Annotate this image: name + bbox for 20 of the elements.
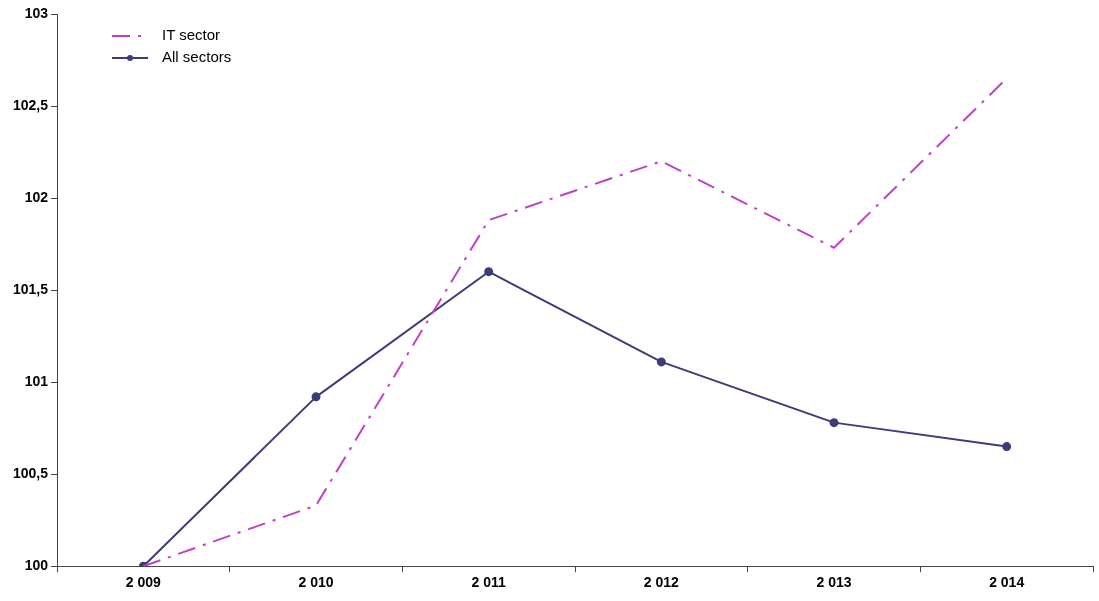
point — [311, 392, 321, 402]
y-tick-label: 101,5 — [12, 280, 49, 297]
x-tick-label: 2 012 — [643, 574, 680, 591]
legend-label: IT sector — [162, 26, 221, 44]
y-tick-label: 102 — [24, 188, 49, 205]
y-tick-label: 100,5 — [12, 465, 49, 482]
y-tick-label: 101 — [24, 372, 49, 389]
x-tick-label: 2 010 — [298, 574, 334, 591]
x-tick-label: 2 014 — [989, 574, 1025, 591]
x-tick-label: 2 013 — [816, 574, 852, 591]
y-tick-label: 102,5 — [12, 96, 49, 113]
legend-label: All sectors — [162, 48, 232, 66]
point — [1002, 442, 1012, 452]
x-tick-label: 2 011 — [471, 574, 507, 591]
y-tick-label: 103 — [24, 4, 49, 21]
point — [484, 267, 494, 277]
point — [656, 357, 666, 367]
x-tick-label: 2 009 — [125, 574, 162, 591]
point — [829, 418, 839, 428]
y-tick-label: 100 — [24, 557, 49, 574]
